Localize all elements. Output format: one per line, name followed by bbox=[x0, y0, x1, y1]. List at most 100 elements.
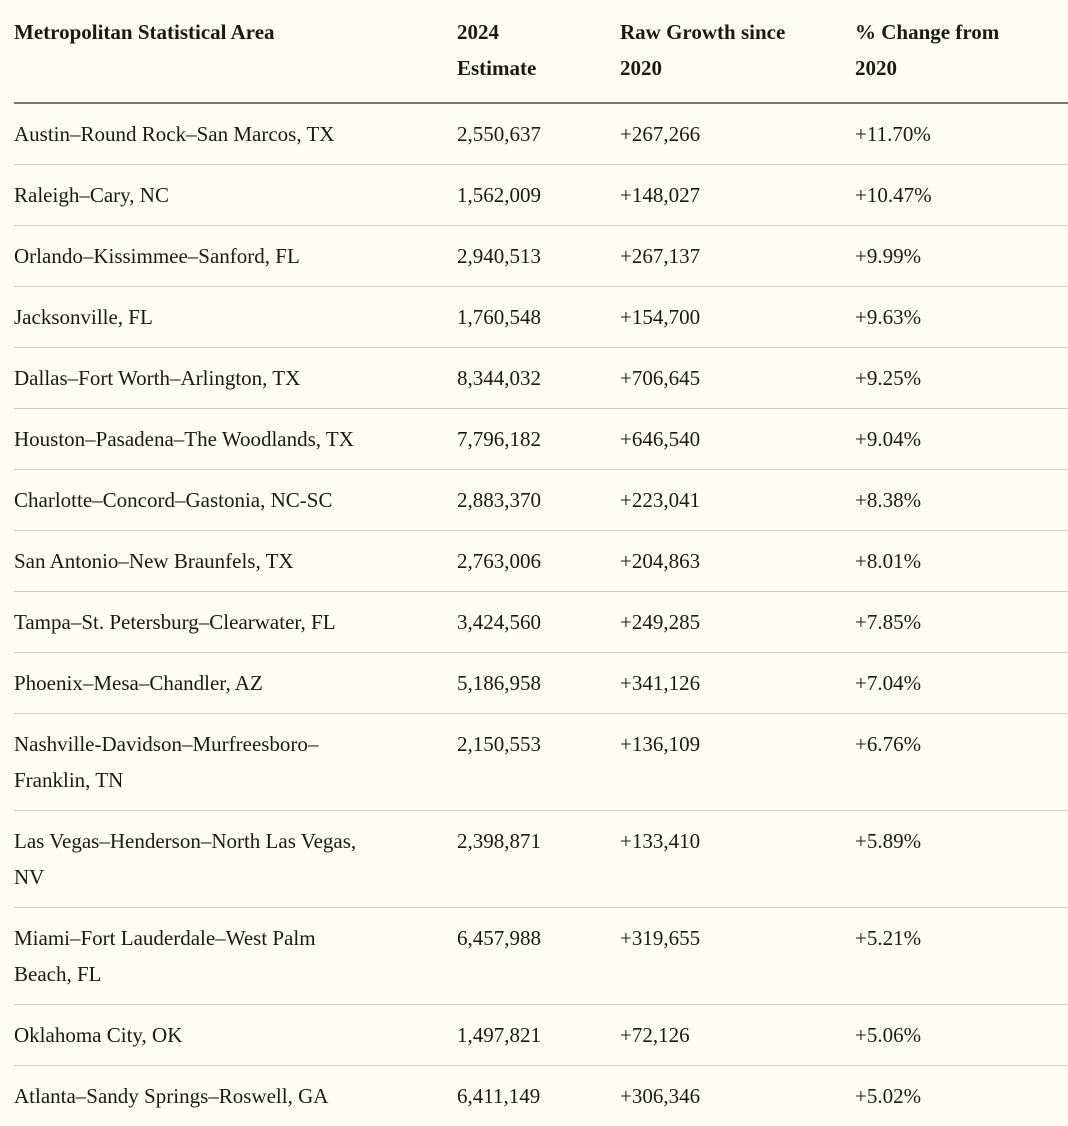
estimate-2024-cell: 1,497,821 bbox=[457, 1004, 620, 1066]
table-row: Raleigh–Cary, NC 1,562,009 +148,027 +10.… bbox=[14, 164, 1068, 226]
pct-change-cell: +9.25% bbox=[855, 347, 1068, 409]
estimate-2024-cell: 2,398,871 bbox=[457, 810, 620, 908]
msa-name: Jacksonville, FL bbox=[14, 305, 153, 329]
table-row: Austin–Round Rock–San Marcos, TX 2,550,6… bbox=[14, 103, 1068, 165]
estimate-2024-cell: 5,186,958 bbox=[457, 652, 620, 714]
estimate-2024-cell: 2,883,370 bbox=[457, 469, 620, 531]
raw-growth-cell: +319,655 bbox=[620, 907, 855, 1005]
table-row: Atlanta–Sandy Springs–Roswell, GA 6,411,… bbox=[14, 1065, 1068, 1126]
msa-name: Houston–Pasadena–The Woodlands, TX bbox=[14, 427, 354, 451]
msa-name-cell: Austin–Round Rock–San Marcos, TX bbox=[14, 103, 457, 165]
msa-name: Atlanta–Sandy Springs–Roswell, GA bbox=[14, 1084, 329, 1108]
estimate-2024-cell: 2,763,006 bbox=[457, 530, 620, 592]
raw-growth-cell: +154,700 bbox=[620, 286, 855, 348]
raw-growth-cell: +148,027 bbox=[620, 164, 855, 226]
msa-name-cell: San Antonio–New Braunfels, TX bbox=[14, 530, 457, 592]
pct-change-cell: +5.21% bbox=[855, 907, 1068, 1005]
msa-name-cell: Charlotte–Concord–Gastonia, NC-SC bbox=[14, 469, 457, 531]
estimate-2024-cell: 1,562,009 bbox=[457, 164, 620, 226]
table-row: Nashville-Davidson–Murfreesboro–Franklin… bbox=[14, 713, 1068, 811]
pct-change-cell: +7.85% bbox=[855, 591, 1068, 653]
estimate-2024-cell: 2,940,513 bbox=[457, 225, 620, 287]
column-header-estimate-label: 2024 Estimate bbox=[457, 20, 537, 80]
msa-name: San Antonio–New Braunfels, TX bbox=[14, 549, 294, 573]
msa-name-cell: Jacksonville, FL bbox=[14, 286, 457, 348]
pct-change-cell: +8.38% bbox=[855, 469, 1068, 531]
raw-growth-cell: +133,410 bbox=[620, 810, 855, 908]
pct-change-cell: +6.76% bbox=[855, 713, 1068, 811]
pct-change-cell: +7.04% bbox=[855, 652, 1068, 714]
pct-change-cell: +9.63% bbox=[855, 286, 1068, 348]
column-header-msa-label: Metropolitan Statistical Area bbox=[14, 20, 275, 44]
msa-name-cell: Dallas–Fort Worth–Arlington, TX bbox=[14, 347, 457, 409]
estimate-2024-cell: 6,411,149 bbox=[457, 1065, 620, 1126]
table-row: Phoenix–Mesa–Chandler, AZ 5,186,958 +341… bbox=[14, 652, 1068, 714]
table-row: Dallas–Fort Worth–Arlington, TX 8,344,03… bbox=[14, 347, 1068, 409]
column-header-msa: Metropolitan Statistical Area bbox=[14, 0, 457, 104]
raw-growth-cell: +223,041 bbox=[620, 469, 855, 531]
pct-change-cell: +5.06% bbox=[855, 1004, 1068, 1066]
column-header-pct-change-label: % Change from 2020 bbox=[855, 20, 1000, 80]
pct-change-cell: +8.01% bbox=[855, 530, 1068, 592]
raw-growth-cell: +249,285 bbox=[620, 591, 855, 653]
pct-change-cell: +5.89% bbox=[855, 810, 1068, 908]
msa-name-cell: Phoenix–Mesa–Chandler, AZ bbox=[14, 652, 457, 714]
column-header-raw-growth: Raw Growth since 2020 bbox=[620, 0, 855, 104]
estimate-2024-cell: 6,457,988 bbox=[457, 907, 620, 1005]
pct-change-cell: +5.02% bbox=[855, 1065, 1068, 1126]
raw-growth-cell: +204,863 bbox=[620, 530, 855, 592]
msa-name: Oklahoma City, OK bbox=[14, 1023, 183, 1047]
table-row: Charlotte–Concord–Gastonia, NC-SC 2,883,… bbox=[14, 469, 1068, 531]
pct-change-cell: +9.99% bbox=[855, 225, 1068, 287]
raw-growth-cell: +136,109 bbox=[620, 713, 855, 811]
msa-growth-table: Metropolitan Statistical Area 2024 Estim… bbox=[14, 0, 1068, 1126]
msa-name: Charlotte–Concord–Gastonia, NC-SC bbox=[14, 488, 333, 512]
msa-name: Tampa–St. Petersburg–Clearwater, FL bbox=[14, 610, 336, 634]
raw-growth-cell: +267,137 bbox=[620, 225, 855, 287]
msa-name-cell: Atlanta–Sandy Springs–Roswell, GA bbox=[14, 1065, 457, 1126]
msa-name-cell: Tampa–St. Petersburg–Clearwater, FL bbox=[14, 591, 457, 653]
header-row: Metropolitan Statistical Area 2024 Estim… bbox=[14, 0, 1068, 104]
raw-growth-cell: +646,540 bbox=[620, 408, 855, 470]
pct-change-cell: +10.47% bbox=[855, 164, 1068, 226]
msa-name-cell: Oklahoma City, OK bbox=[14, 1004, 457, 1066]
raw-growth-cell: +72,126 bbox=[620, 1004, 855, 1066]
estimate-2024-cell: 2,550,637 bbox=[457, 103, 620, 165]
table-row: San Antonio–New Braunfels, TX 2,763,006 … bbox=[14, 530, 1068, 592]
raw-growth-cell: +306,346 bbox=[620, 1065, 855, 1126]
msa-name-cell: Miami–Fort Lauderdale–West Palm Beach, F… bbox=[14, 907, 457, 1005]
msa-name: Orlando–Kissimmee–Sanford, FL bbox=[14, 244, 300, 268]
msa-name: Miami–Fort Lauderdale–West Palm Beach, F… bbox=[14, 926, 316, 986]
table-row: Jacksonville, FL 1,760,548 +154,700 +9.6… bbox=[14, 286, 1068, 348]
table-row: Houston–Pasadena–The Woodlands, TX 7,796… bbox=[14, 408, 1068, 470]
msa-name-cell: Raleigh–Cary, NC bbox=[14, 164, 457, 226]
msa-name: Austin–Round Rock–San Marcos, TX bbox=[14, 122, 335, 146]
estimate-2024-cell: 1,760,548 bbox=[457, 286, 620, 348]
table-body: Austin–Round Rock–San Marcos, TX 2,550,6… bbox=[14, 103, 1068, 1126]
table-header: Metropolitan Statistical Area 2024 Estim… bbox=[14, 0, 1068, 104]
estimate-2024-cell: 7,796,182 bbox=[457, 408, 620, 470]
msa-name: Nashville-Davidson–Murfreesboro–Franklin… bbox=[14, 732, 319, 792]
column-header-estimate: 2024 Estimate bbox=[457, 0, 620, 104]
msa-name: Phoenix–Mesa–Chandler, AZ bbox=[14, 671, 263, 695]
msa-name-cell: Las Vegas–Henderson–North Las Vegas, NV bbox=[14, 810, 457, 908]
column-header-raw-growth-label: Raw Growth since 2020 bbox=[620, 20, 786, 80]
msa-name: Las Vegas–Henderson–North Las Vegas, NV bbox=[14, 829, 357, 889]
table-row: Las Vegas–Henderson–North Las Vegas, NV … bbox=[14, 810, 1068, 908]
msa-name-cell: Orlando–Kissimmee–Sanford, FL bbox=[14, 225, 457, 287]
msa-name: Raleigh–Cary, NC bbox=[14, 183, 169, 207]
msa-name-cell: Houston–Pasadena–The Woodlands, TX bbox=[14, 408, 457, 470]
estimate-2024-cell: 2,150,553 bbox=[457, 713, 620, 811]
table-row: Tampa–St. Petersburg–Clearwater, FL 3,42… bbox=[14, 591, 1068, 653]
msa-name-cell: Nashville-Davidson–Murfreesboro–Franklin… bbox=[14, 713, 457, 811]
pct-change-cell: +9.04% bbox=[855, 408, 1068, 470]
estimate-2024-cell: 8,344,032 bbox=[457, 347, 620, 409]
table-row: Oklahoma City, OK 1,497,821 +72,126 +5.0… bbox=[14, 1004, 1068, 1066]
pct-change-cell: +11.70% bbox=[855, 103, 1068, 165]
raw-growth-cell: +706,645 bbox=[620, 347, 855, 409]
table-row: Miami–Fort Lauderdale–West Palm Beach, F… bbox=[14, 907, 1068, 1005]
raw-growth-cell: +267,266 bbox=[620, 103, 855, 165]
table-row: Orlando–Kissimmee–Sanford, FL 2,940,513 … bbox=[14, 225, 1068, 287]
estimate-2024-cell: 3,424,560 bbox=[457, 591, 620, 653]
